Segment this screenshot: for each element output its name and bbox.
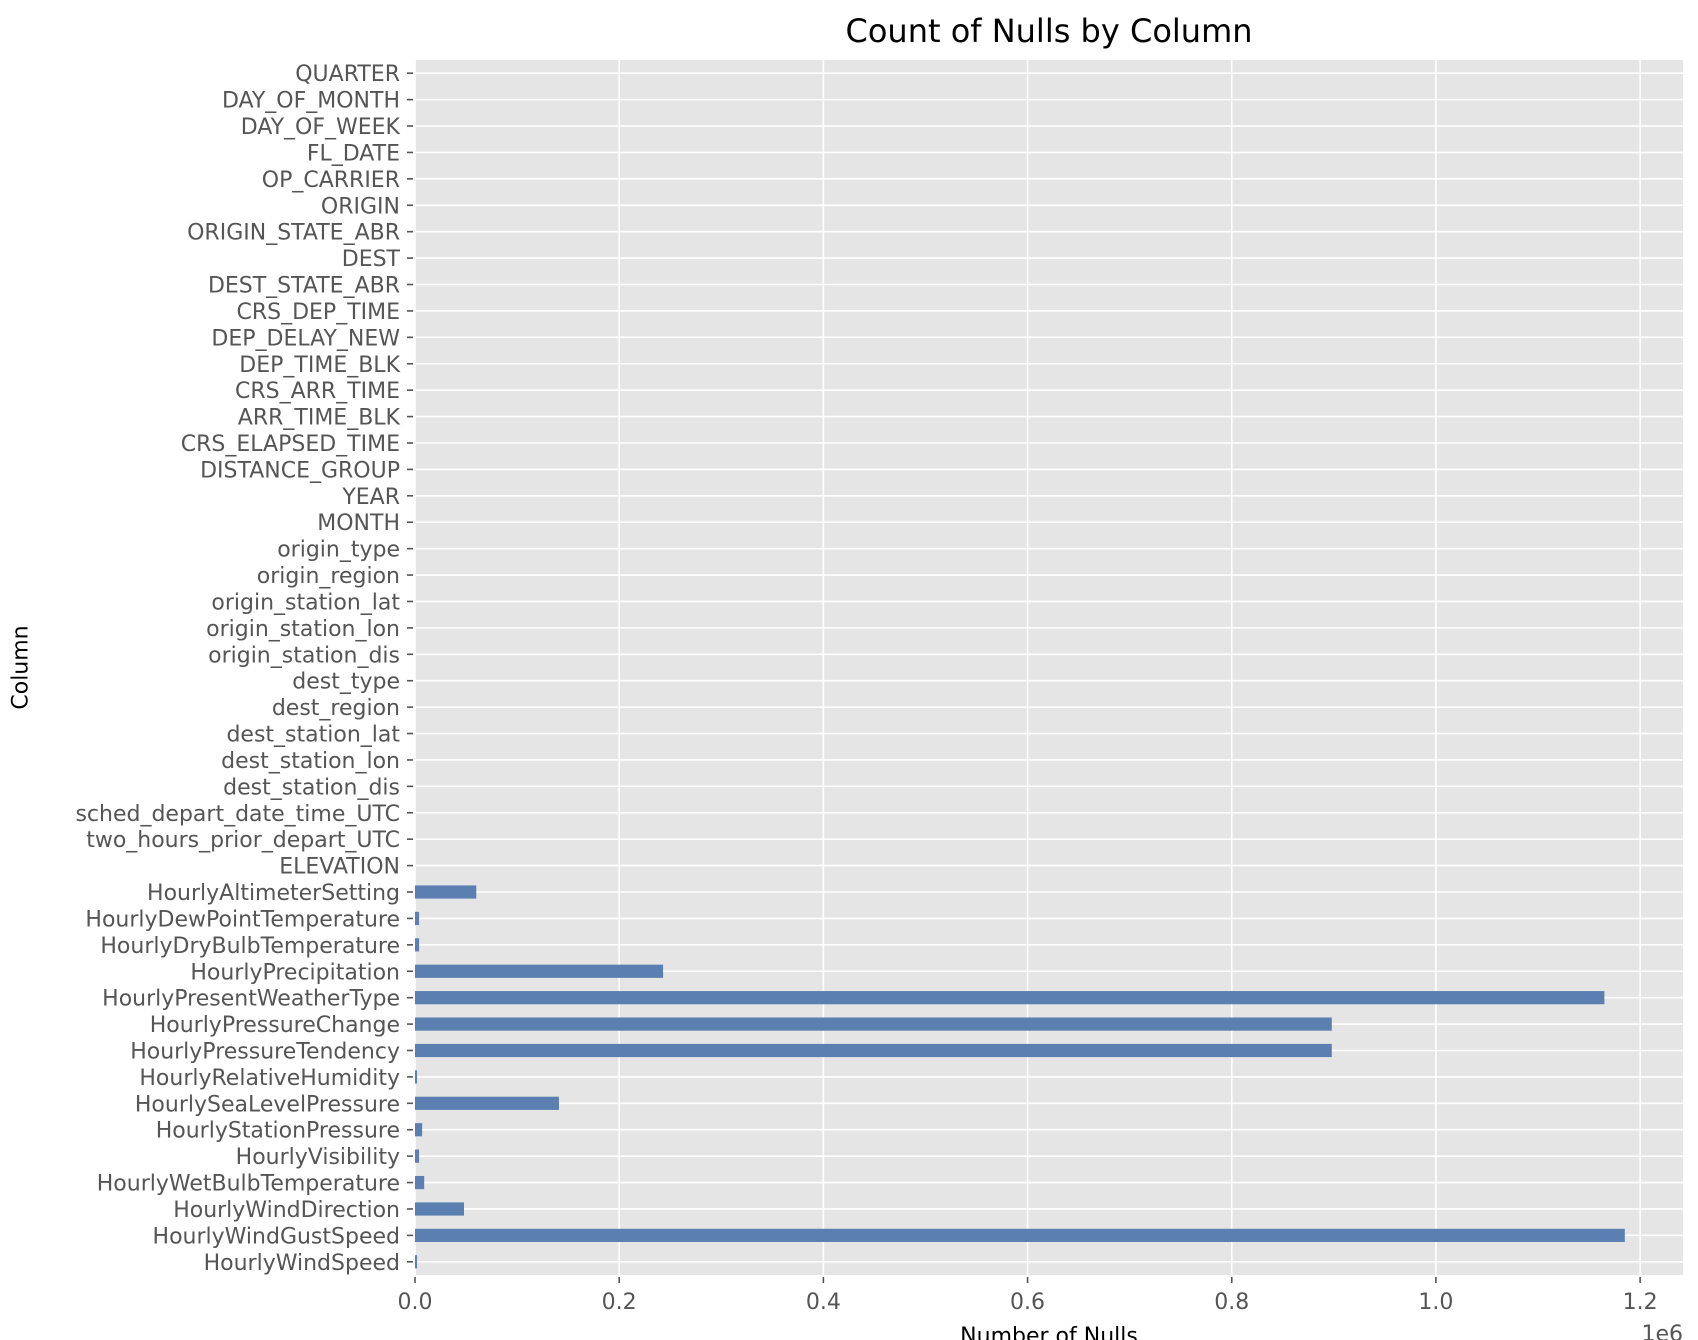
x-tick-label: 1.0	[1418, 1290, 1453, 1315]
x-axis-offset-label: 1e6	[1641, 1322, 1683, 1340]
y-tick-label: HourlyRelativeHumidity	[139, 1066, 400, 1091]
y-tick-label: ORIGIN_STATE_ABR	[187, 221, 400, 246]
y-tick-label: origin_station_lon	[206, 617, 400, 642]
y-tick-label: FL_DATE	[307, 141, 400, 166]
y-tick-label: HourlyStationPressure	[156, 1119, 400, 1144]
x-tick-label: 1.2	[1623, 1290, 1658, 1315]
y-tick-label: dest_station_lat	[226, 723, 400, 748]
bar	[415, 1096, 559, 1110]
bar	[415, 1017, 1332, 1031]
y-axis-ticks: QUARTERDAY_OF_MONTHDAY_OF_WEEKFL_DATEOP_…	[75, 62, 413, 1276]
y-tick-label: origin_station_lat	[211, 590, 400, 615]
y-tick-label: HourlyPrecipitation	[190, 960, 400, 985]
bar	[415, 964, 664, 978]
y-tick-label: DEP_DELAY_NEW	[211, 326, 400, 351]
x-tick-label: 0.8	[1214, 1290, 1249, 1315]
y-tick-label: DISTANCE_GROUP	[200, 458, 400, 483]
y-tick-label: HourlyDryBulbTemperature	[100, 934, 400, 959]
y-tick-label: two_hours_prior_depart_UTC	[86, 828, 400, 853]
y-tick-label: dest_station_lon	[221, 749, 400, 774]
y-tick-label: origin_type	[277, 538, 400, 563]
y-tick-label: HourlyWindGustSpeed	[153, 1224, 400, 1249]
bar	[415, 1175, 425, 1190]
y-tick-label: HourlyVisibility	[236, 1145, 400, 1170]
x-axis-title: Number of Nulls	[960, 1324, 1138, 1340]
bar	[415, 1202, 465, 1216]
y-tick-label: ELEVATION	[279, 855, 400, 880]
y-tick-label: CRS_DEP_TIME	[236, 300, 400, 325]
y-tick-label: origin_station_dis	[208, 643, 400, 668]
y-tick-label: HourlySeaLevelPressure	[135, 1092, 400, 1117]
bar	[415, 1123, 423, 1137]
y-tick-label: origin_region	[257, 564, 400, 589]
y-tick-label: DEP_TIME_BLK	[239, 353, 400, 378]
y-tick-label: MONTH	[317, 511, 400, 536]
y-tick-label: HourlyPressureTendency	[130, 1039, 400, 1064]
y-tick-label: HourlyWindSpeed	[204, 1251, 400, 1276]
y-tick-label: CRS_ELAPSED_TIME	[181, 432, 400, 457]
y-tick-label: ARR_TIME_BLK	[238, 406, 401, 431]
y-tick-label: dest_station_dis	[223, 775, 400, 800]
plot-area	[415, 60, 1683, 1275]
y-tick-label: DAY_OF_WEEK	[241, 115, 401, 140]
bar	[415, 885, 477, 899]
y-tick-label: DEST	[342, 247, 401, 272]
y-tick-label: HourlyAltimeterSetting	[147, 881, 400, 906]
y-tick-label: HourlyDewPointTemperature	[85, 907, 400, 932]
y-tick-label: DAY_OF_MONTH	[222, 89, 400, 114]
x-tick-label: 0.4	[806, 1290, 841, 1315]
y-tick-label: YEAR	[341, 485, 400, 510]
y-tick-label: dest_type	[292, 670, 400, 695]
y-tick-label: dest_region	[272, 696, 400, 721]
bar	[415, 1228, 1625, 1242]
y-tick-label: sched_depart_date_time_UTC	[75, 802, 400, 827]
bar	[415, 1043, 1332, 1058]
x-tick-label: 0.6	[1010, 1290, 1045, 1315]
y-tick-label: DEST_STATE_ABR	[208, 274, 400, 299]
y-axis-title: Column	[9, 625, 34, 709]
bar	[415, 1255, 418, 1269]
bar	[415, 1070, 418, 1084]
x-tick-label: 0.0	[398, 1290, 433, 1315]
y-tick-label: HourlyPressureChange	[150, 1013, 400, 1038]
y-tick-label: HourlyPresentWeatherType	[102, 987, 400, 1012]
bar	[415, 938, 420, 952]
x-axis-ticks: 0.0 0.2 0.4 0.6 0.8 1.0 1.2	[398, 1277, 1658, 1315]
y-tick-label: QUARTER	[295, 62, 400, 87]
y-tick-label: OP_CARRIER	[262, 168, 400, 193]
bar	[415, 991, 1605, 1005]
y-tick-label: HourlyWindDirection	[173, 1198, 400, 1223]
y-tick-label: ORIGIN	[321, 194, 400, 219]
bar	[415, 1149, 420, 1163]
bars	[415, 885, 1625, 1269]
chart-title: Count of Nulls by Column	[845, 12, 1252, 50]
y-tick-label: HourlyWetBulbTemperature	[97, 1172, 400, 1197]
y-tick-label: CRS_ARR_TIME	[235, 379, 400, 404]
x-tick-label: 0.2	[602, 1290, 637, 1315]
bar	[415, 911, 420, 926]
